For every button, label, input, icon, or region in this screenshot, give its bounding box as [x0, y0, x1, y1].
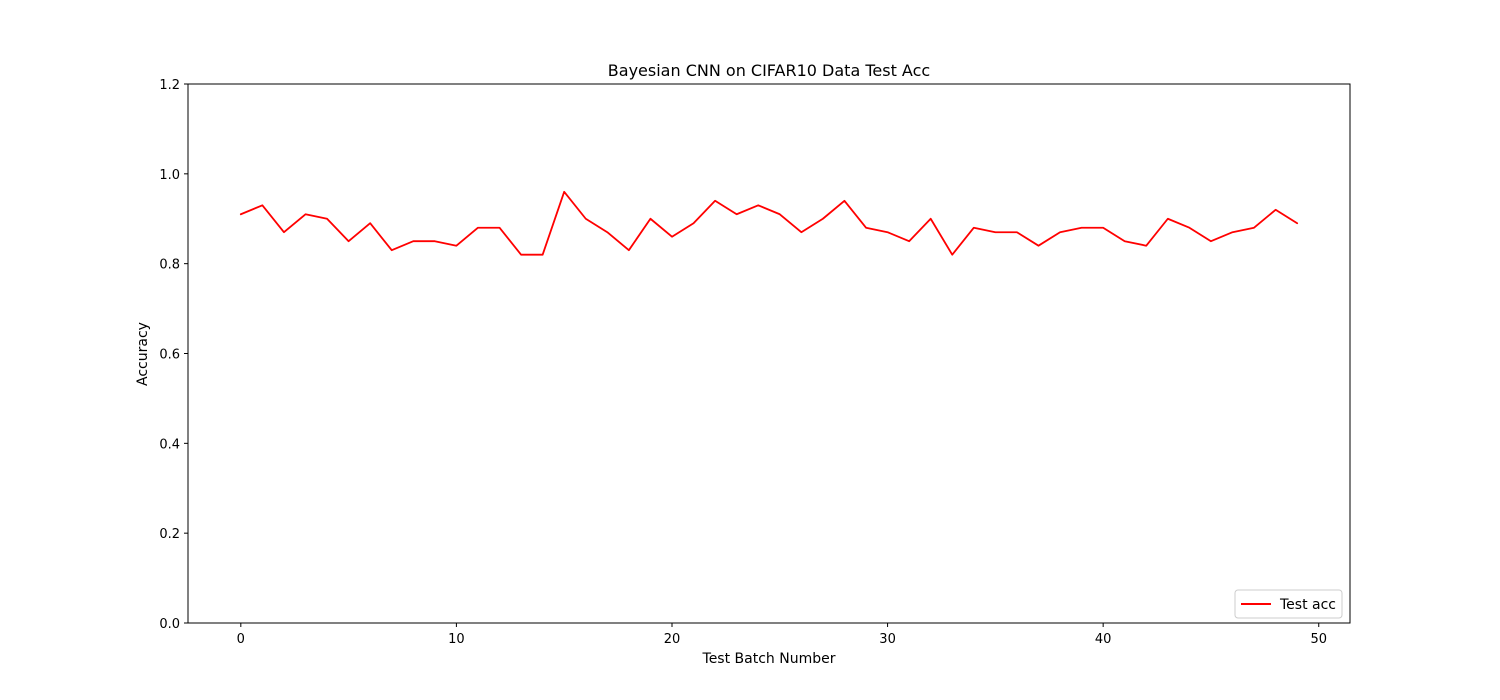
x-tick-label-3: 30	[879, 632, 896, 647]
y-tick-label-0: 0.0	[159, 617, 180, 632]
y-tick-label-5: 1.0	[159, 168, 180, 183]
x-tick-label-2: 20	[664, 632, 681, 647]
series-line-test-acc	[239, 190, 1299, 256]
plot-frame	[187, 83, 1351, 624]
legend: Test acc	[1234, 589, 1343, 619]
y-tick-label-6: 1.2	[159, 78, 180, 93]
x-tick-label-4: 40	[1095, 632, 1112, 647]
x-tick-label-0: 0	[237, 632, 245, 647]
legend-box	[1234, 589, 1343, 619]
x-tick-label-5: 50	[1310, 632, 1327, 647]
legend-label-test-acc: Test acc	[1279, 597, 1336, 613]
y-tick-label-1: 0.2	[159, 527, 180, 542]
x-tick-label-1: 10	[448, 632, 465, 647]
y-axis-label: Accuracy	[135, 322, 151, 386]
y-tick-label-4: 0.8	[159, 258, 180, 273]
chart-title: Bayesian CNN on CIFAR10 Data Test Acc	[608, 61, 930, 80]
plot-area: 0 10 20 30 40 50 0.0 0.2 0.4 0.6 0.8 1.0 1.2	[159, 78, 1351, 647]
y-tick-label-3: 0.6	[159, 348, 180, 363]
y-tick-label-2: 0.4	[159, 437, 180, 452]
x-axis-label: Test Batch Number	[702, 651, 836, 667]
